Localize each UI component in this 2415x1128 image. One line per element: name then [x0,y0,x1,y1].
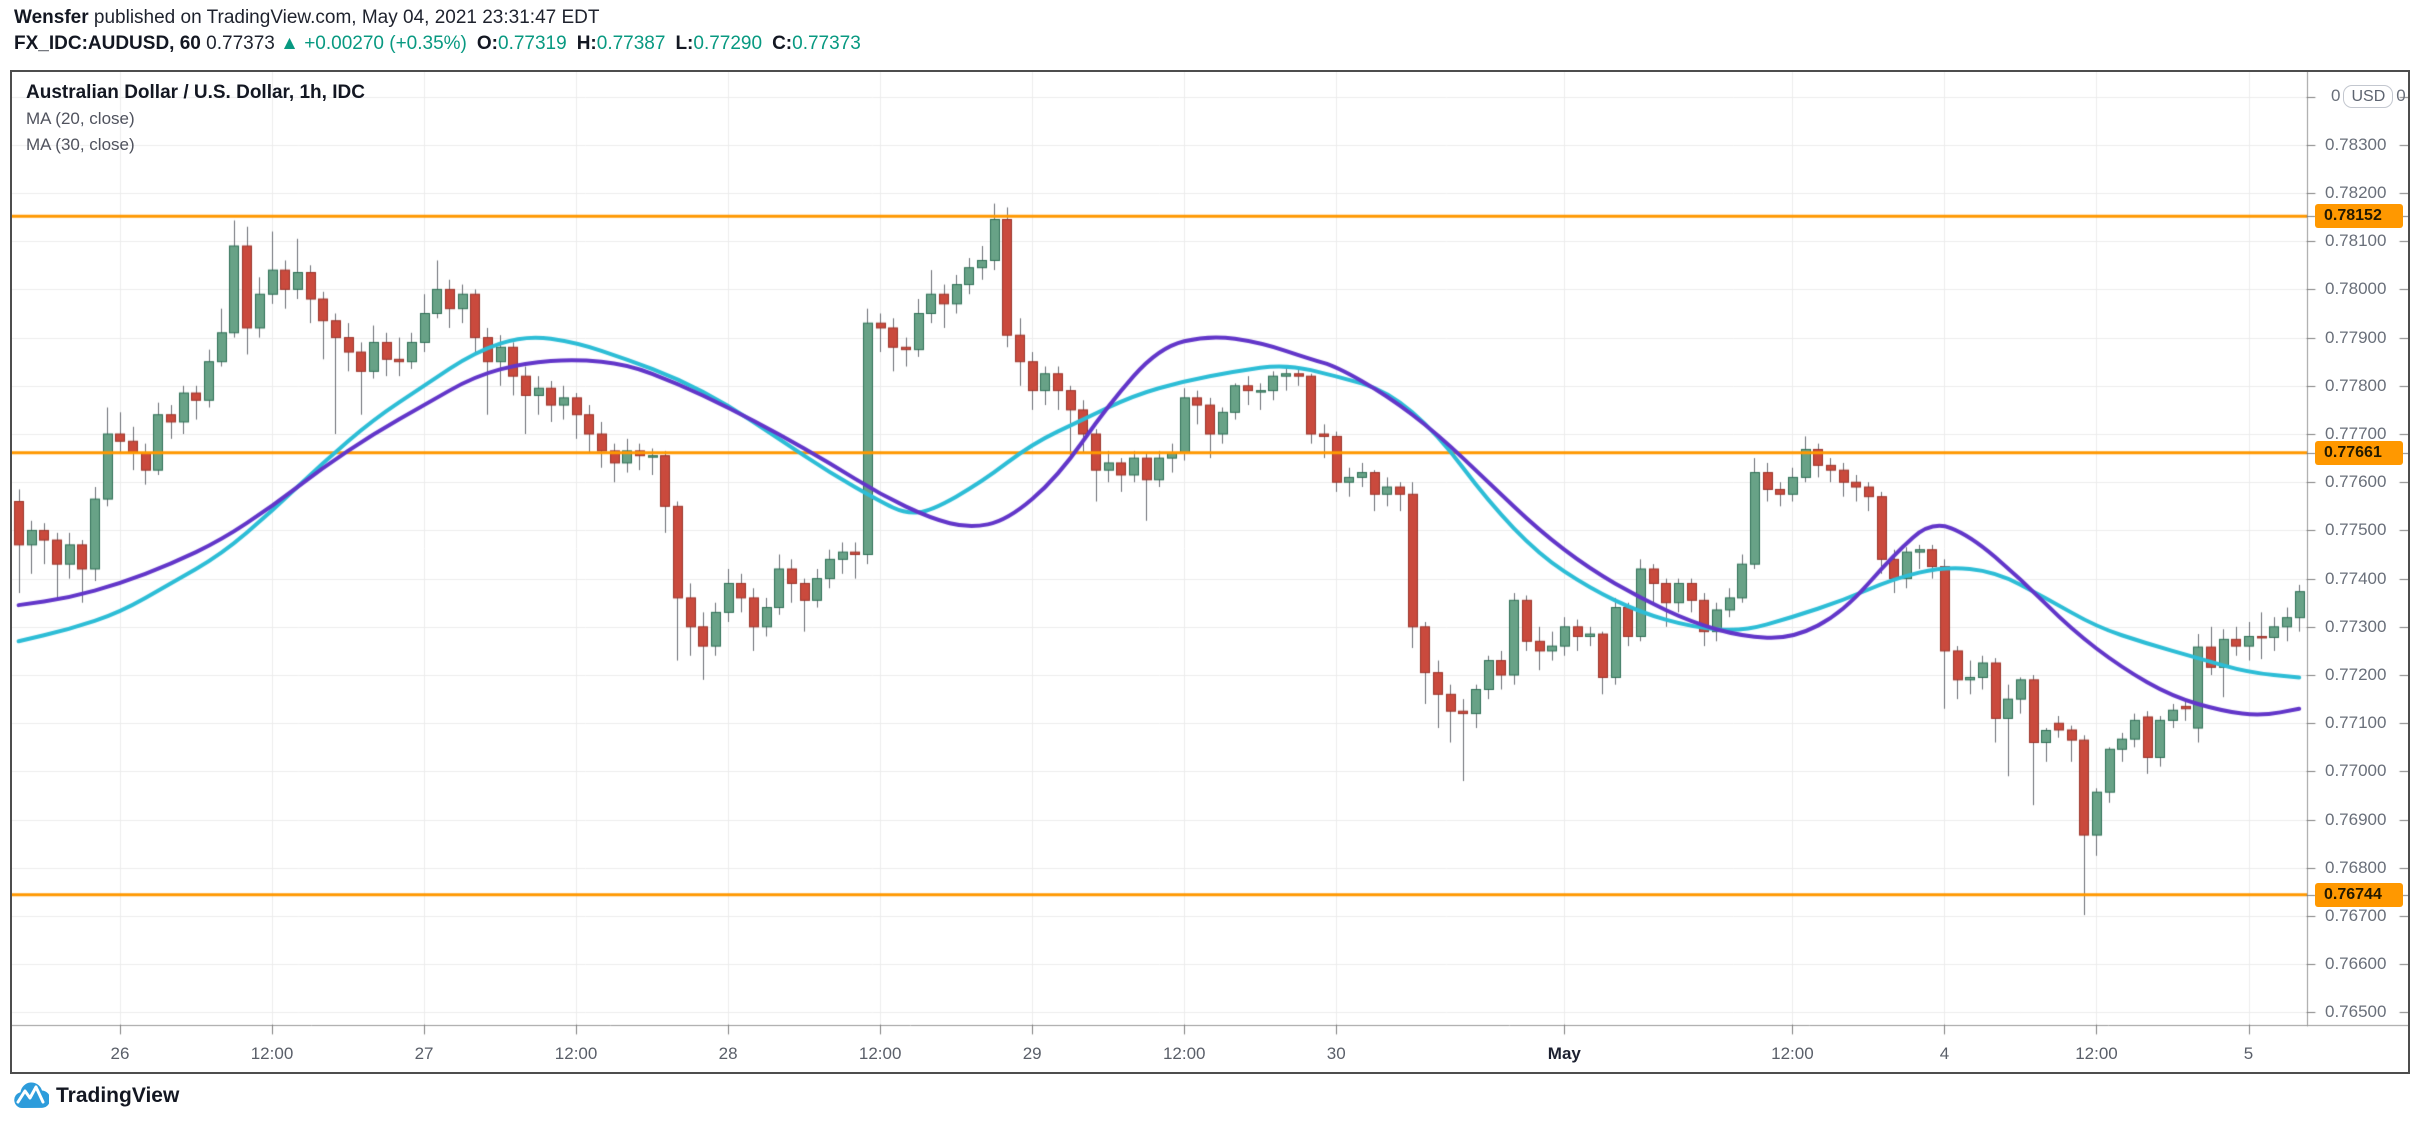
header-line2: FX_IDC:AUDUSD, 60 0.77373 ▲ +0.00270 (+0… [14,33,861,55]
price-change-text: ▲ +0.00270 (+0.35%) [280,33,467,54]
low-value: 0.77290 [693,33,763,54]
open-value: 0.77319 [498,33,567,54]
tradingview-logo-icon [14,1082,49,1108]
high-value: 0.77387 [596,33,666,54]
header-line1: Wensfer published on TradingView.com, Ma… [14,7,599,29]
high-label: H: [576,33,597,54]
chart-canvas[interactable] [12,72,2408,1072]
legend-ma20[interactable]: MA (20, close) [26,109,135,128]
chart-frame [10,70,2410,1074]
open-label: O: [476,33,498,54]
last-price-text: 0.77373 [206,33,275,54]
close-label: C: [772,33,793,54]
legend-ma30[interactable]: MA (30, close) [26,135,135,154]
username-text: Wensfer [14,7,89,28]
legend: Australian Dollar / U.S. Dollar, 1h, IDC… [26,80,365,158]
tradingview-logo[interactable]: TradingView [13,1081,179,1111]
close-value: 0.77373 [792,33,861,54]
publish-info-text: published on TradingView.com, May 04, 20… [88,7,600,28]
chart-title[interactable]: Australian Dollar / U.S. Dollar, 1h, IDC [26,82,365,103]
low-label: L: [675,33,694,54]
tradingview-logo-text: TradingView [56,1084,180,1107]
symbol-text[interactable]: FX_IDC:AUDUSD, 60 [14,33,201,54]
